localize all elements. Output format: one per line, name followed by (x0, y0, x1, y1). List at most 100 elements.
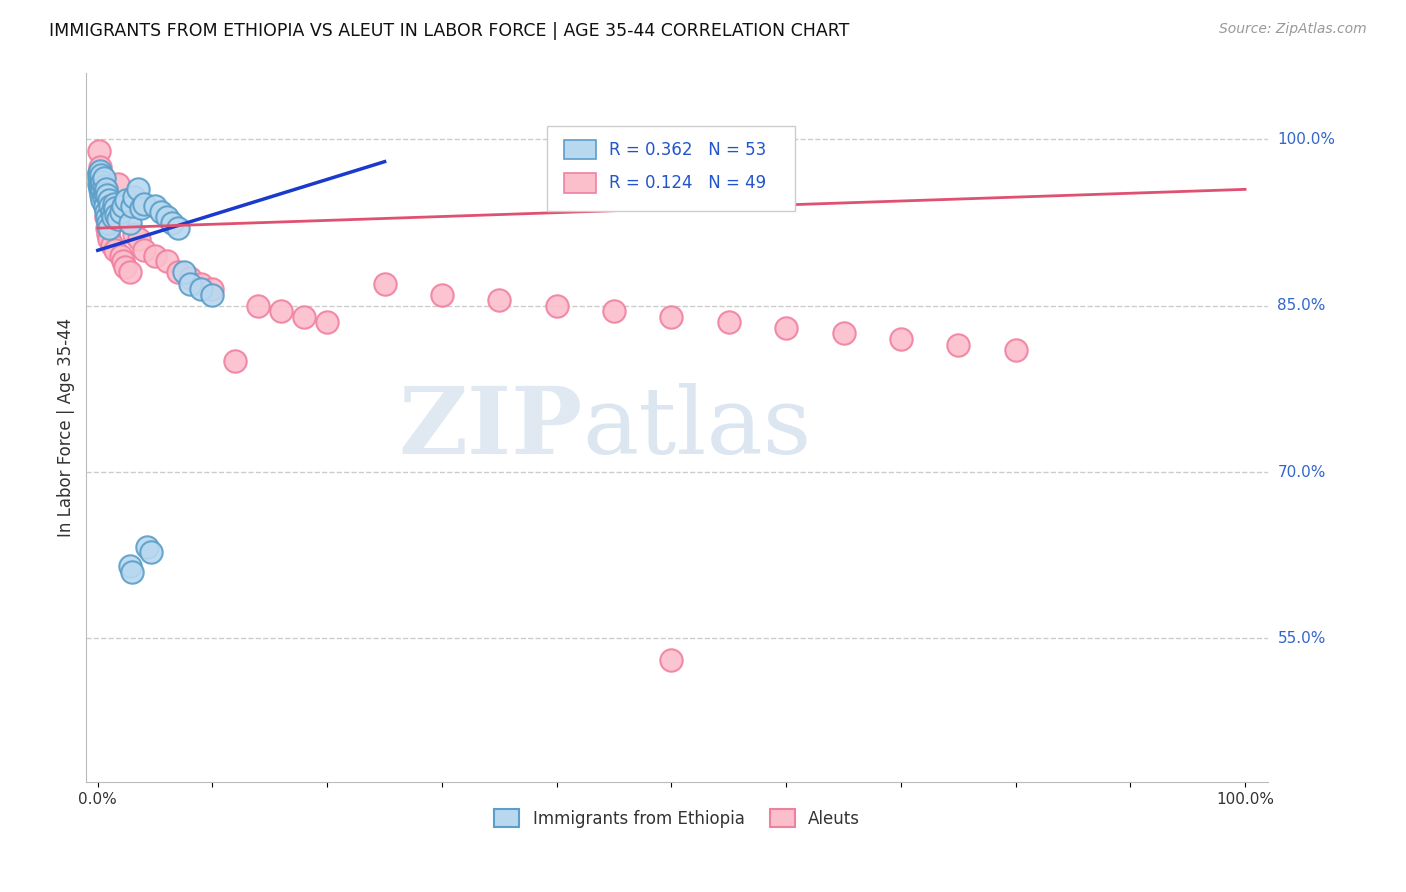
Point (97, 216, 120, 230)
Point (93, 199, 115, 213)
Point (179, 277, 201, 291)
Point (890, 332, 912, 346)
Point (93, 179, 115, 194)
Point (91, 182, 114, 196)
Point (173, 265, 195, 279)
Point (132, 196, 155, 211)
Point (103, 196, 125, 211)
Point (93, 171, 115, 186)
Point (97, 227, 120, 241)
Text: R = 0.362   N = 53: R = 0.362 N = 53 (609, 141, 766, 159)
Point (91, 171, 114, 186)
Point (105, 208, 128, 222)
Point (124, 190, 146, 204)
Point (87, 166, 110, 180)
Point (167, 221, 190, 235)
Point (100, 237, 122, 252)
Legend: Immigrants from Ethiopia, Aleuts: Immigrants from Ethiopia, Aleuts (488, 803, 866, 834)
Point (115, 194, 138, 208)
Point (89, 163, 111, 178)
Text: 70.0%: 70.0% (1278, 465, 1326, 480)
Point (93, 188, 115, 202)
Point (374, 277, 396, 291)
Point (128, 232, 150, 246)
Text: atlas: atlas (582, 383, 811, 473)
Text: 85.0%: 85.0% (1278, 298, 1326, 313)
Point (717, 315, 740, 329)
Point (948, 337, 970, 351)
Point (96, 210, 118, 224)
Point (110, 249, 132, 263)
Text: Source: ZipAtlas.com: Source: ZipAtlas.com (1219, 22, 1367, 37)
Point (90, 188, 112, 202)
Text: ZIP: ZIP (398, 383, 582, 473)
Point (488, 293, 510, 308)
Point (91, 175, 114, 189)
Point (96, 188, 118, 202)
Point (201, 287, 224, 301)
Point (124, 227, 146, 241)
Point (87, 144, 110, 158)
Point (143, 249, 166, 263)
Point (127, 182, 149, 196)
Point (201, 282, 224, 296)
Point (104, 201, 127, 215)
Point (111, 199, 134, 213)
Point (104, 244, 127, 258)
Point (98, 221, 121, 235)
Point (90, 177, 112, 191)
Point (107, 177, 129, 191)
Point (118, 216, 141, 230)
Point (89, 160, 111, 174)
Point (155, 210, 177, 224)
Point (155, 254, 177, 268)
Point (89, 171, 111, 186)
Point (775, 321, 797, 335)
Point (143, 199, 166, 213)
Point (430, 287, 453, 301)
Point (224, 354, 246, 368)
Point (121, 565, 143, 579)
Point (93, 186, 115, 200)
Point (162, 216, 184, 230)
Point (90, 168, 112, 182)
Point (91, 194, 114, 208)
Point (98, 194, 121, 208)
Text: IMMIGRANTS FROM ETHIOPIA VS ALEUT IN LABOR FORCE | AGE 35-44 CORRELATION CHART: IMMIGRANTS FROM ETHIOPIA VS ALEUT IN LAB… (49, 22, 849, 40)
Point (90, 179, 112, 194)
Point (111, 254, 134, 268)
Point (110, 204, 132, 219)
Point (114, 260, 136, 274)
Point (661, 653, 683, 667)
Point (118, 559, 141, 574)
Point (661, 310, 683, 324)
Point (121, 199, 143, 213)
Point (107, 212, 129, 227)
Text: 55.0%: 55.0% (1278, 631, 1326, 646)
Point (247, 299, 270, 313)
Point (118, 265, 141, 279)
Point (179, 271, 201, 285)
Point (603, 304, 626, 318)
Point (91, 182, 114, 196)
Point (100, 199, 122, 213)
Point (167, 265, 190, 279)
Point (90, 168, 112, 182)
Point (93, 190, 115, 204)
Point (190, 277, 212, 291)
Point (132, 244, 155, 258)
FancyBboxPatch shape (564, 173, 596, 193)
Point (139, 545, 162, 559)
Point (96, 221, 118, 235)
Point (98, 232, 121, 246)
Y-axis label: In Labor Force | Age 35-44: In Labor Force | Age 35-44 (58, 318, 75, 537)
Point (832, 326, 855, 341)
Point (190, 282, 212, 296)
FancyBboxPatch shape (564, 140, 596, 159)
Point (149, 204, 172, 219)
Point (89, 182, 111, 196)
Point (546, 299, 568, 313)
Point (94, 204, 117, 219)
Point (270, 304, 292, 318)
Text: 100.0%: 100.0% (1278, 132, 1336, 147)
